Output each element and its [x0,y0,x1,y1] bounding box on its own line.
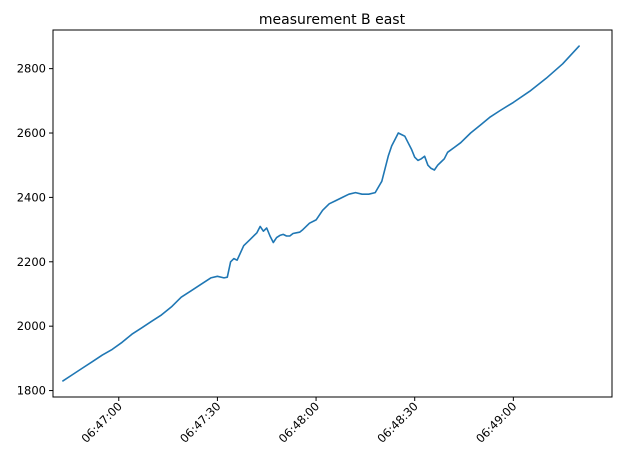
y-tick-label: 2000 [17,319,46,333]
y-tick-label: 2200 [17,255,46,269]
x-tick-label: 06:48:00 [276,399,322,445]
series-line [62,45,580,382]
chart-title: measurement B east [259,12,406,28]
plot-frame [52,29,613,398]
y-tick-label: 1800 [17,384,46,398]
y-tick-label: 2800 [17,62,46,76]
x-tick-label: 06:47:00 [78,399,124,445]
y-tick-label: 2600 [17,126,46,140]
x-tick-label: 06:49:00 [473,399,519,445]
y-tick-label: 2400 [17,190,46,204]
x-tick-label: 06:47:30 [177,399,223,445]
x-tick-label: 06:48:30 [374,399,420,445]
